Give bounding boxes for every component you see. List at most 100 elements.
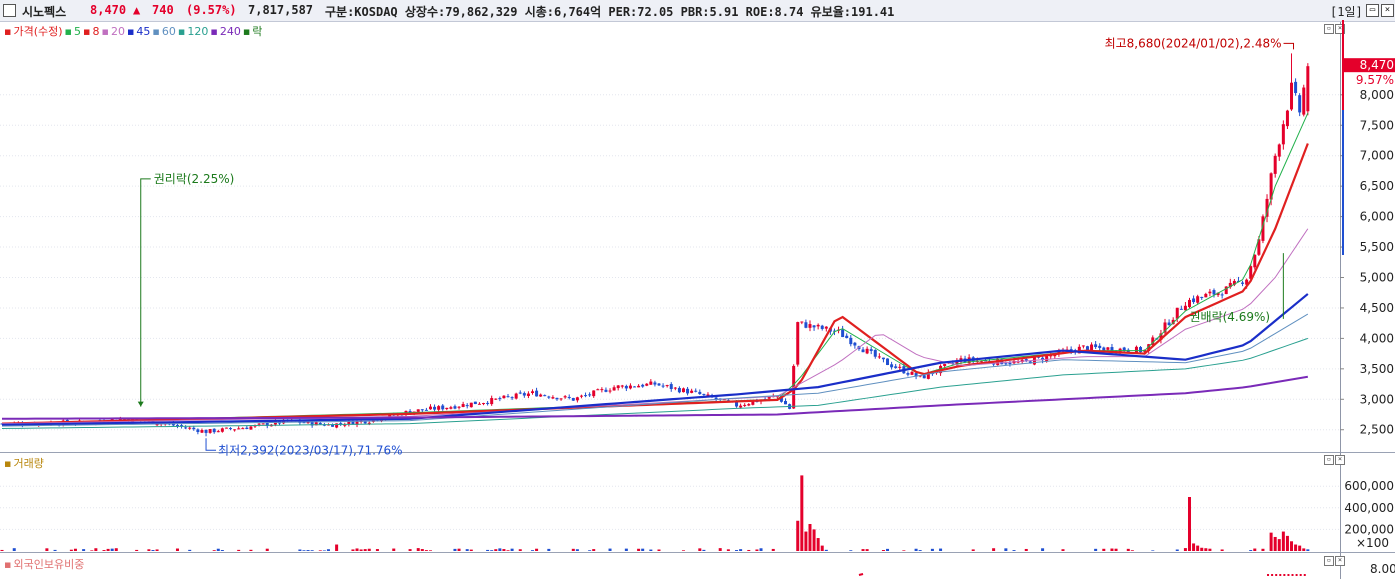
candle-body: [510, 397, 514, 399]
checkbox-icon[interactable]: [3, 4, 16, 17]
high-label: 최고8,680(2024/01/02),2.48%: [1105, 36, 1282, 50]
y-tick-label: 5,500: [1360, 240, 1394, 254]
candle-body: [192, 427, 196, 430]
candle-body: [1147, 344, 1151, 352]
volume-bar: [94, 548, 98, 551]
candle-body: [380, 419, 384, 422]
candle-body: [498, 398, 502, 400]
candle-body: [600, 389, 604, 391]
candle-body: [914, 373, 918, 377]
legend-item[interactable]: 5: [74, 25, 82, 38]
low-label: 최저2,392(2023/03/17),71.76%: [218, 443, 403, 457]
legend-item[interactable]: 가격(수정): [13, 25, 63, 38]
candle-body: [506, 396, 510, 398]
volume-bar: [1192, 543, 1196, 551]
candle-body: [918, 375, 922, 377]
pane-close-icon[interactable]: ×: [1335, 455, 1345, 465]
candle-body: [841, 329, 845, 338]
legend-item[interactable]: 60: [161, 25, 176, 38]
volume-bar: [102, 550, 106, 551]
candle-body: [735, 401, 739, 407]
period-selector[interactable]: [1일]: [1330, 5, 1363, 19]
axis-border: [1340, 22, 1341, 579]
volume-bar: [155, 549, 159, 551]
minimize-icon[interactable]: ▭: [1366, 4, 1379, 17]
volume-bar: [1220, 549, 1224, 551]
volume-bar: [530, 550, 534, 551]
candle-body: [898, 366, 902, 368]
legend-item[interactable]: 8: [92, 25, 100, 38]
legend-item[interactable]: 락: [252, 25, 263, 38]
y-tick-label: 5,000: [1360, 270, 1394, 284]
candle-body: [249, 426, 253, 430]
legend-item[interactable]: 240: [219, 25, 241, 38]
volume-bar: [812, 529, 816, 551]
candle-body: [1057, 350, 1061, 355]
candle-body: [1171, 319, 1175, 325]
stock-name[interactable]: 시노펙스: [22, 5, 67, 19]
candle-body: [1196, 296, 1200, 303]
volume-bar: [535, 548, 539, 551]
volume-bar: [494, 549, 498, 551]
pane-maximize-icon[interactable]: ▫: [1324, 24, 1334, 34]
volume-bar: [82, 549, 86, 551]
pane-divider[interactable]: [0, 552, 1395, 553]
candle-body: [571, 397, 575, 401]
y-tick-label: 3,500: [1360, 362, 1394, 376]
candle-body: [1041, 357, 1045, 361]
candle-body: [1200, 296, 1204, 298]
pane-divider[interactable]: [0, 452, 1395, 453]
high-marker: [1283, 42, 1295, 50]
volume-bar: [914, 548, 918, 551]
volume-bar: [359, 549, 363, 551]
candle-body: [1285, 110, 1289, 127]
candle-body: [633, 386, 637, 388]
legend-item[interactable]: 120: [187, 25, 209, 38]
pane-maximize-icon[interactable]: ▫: [1324, 455, 1334, 465]
candle-body: [1106, 347, 1110, 350]
candle-body: [486, 402, 490, 404]
volume-bar: [820, 545, 824, 551]
pane-maximize-icon[interactable]: ▫: [1324, 556, 1334, 566]
candle-body: [1151, 337, 1155, 346]
candle-body: [118, 418, 122, 421]
candle-body: [482, 403, 486, 405]
candle-body: [347, 421, 351, 425]
volume-bar: [355, 548, 359, 551]
candle-body: [188, 427, 192, 429]
candle-body: [743, 404, 747, 406]
candle-body: [229, 428, 233, 430]
volume-bar: [212, 550, 216, 551]
volume-bar: [1061, 549, 1065, 551]
volume-bar: [457, 548, 461, 551]
candle-body: [1212, 290, 1216, 295]
volume-bar: [571, 548, 575, 551]
close-icon[interactable]: ×: [1381, 4, 1394, 17]
y-tick-label: 3,000: [1360, 392, 1394, 406]
candle-body: [881, 357, 885, 360]
pane-close-icon[interactable]: ×: [1335, 24, 1345, 34]
legend-item[interactable]: 20: [110, 25, 125, 38]
pane-close-icon[interactable]: ×: [1335, 556, 1345, 566]
candle-body: [204, 429, 208, 433]
candle-body: [865, 348, 869, 354]
volume-bar: [114, 548, 118, 551]
foreign-axis-tick: 8.00: [1370, 562, 1395, 576]
volume-bar: [302, 550, 306, 551]
candle-body: [832, 330, 836, 332]
volume-bar: [310, 550, 314, 551]
volume-bar: [465, 549, 469, 551]
volume-bar: [249, 549, 253, 551]
candle-body: [804, 322, 808, 328]
candle-body: [212, 428, 216, 433]
candle-body: [567, 396, 571, 398]
candle-body: [539, 394, 543, 397]
volume-bar: [175, 548, 179, 551]
candle-body: [314, 422, 318, 426]
candle-body: [420, 409, 424, 411]
candle-body: [1241, 282, 1245, 284]
legend-item[interactable]: 45: [136, 25, 151, 38]
volume-bar: [69, 549, 73, 551]
volume-bar: [306, 550, 310, 551]
